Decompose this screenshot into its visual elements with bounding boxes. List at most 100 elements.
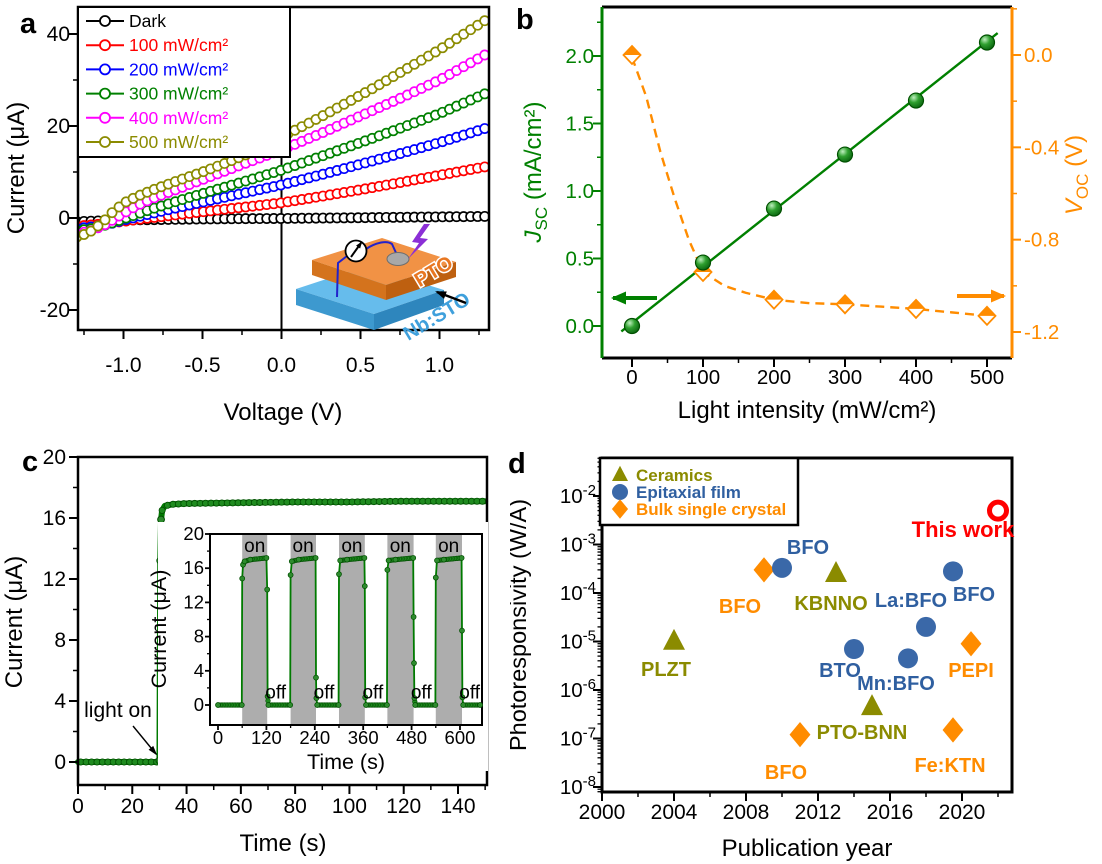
- svg-text:10-4: 10-4: [560, 579, 596, 605]
- svg-text:600: 600: [445, 727, 476, 748]
- svg-text:1.0: 1.0: [425, 354, 454, 377]
- svg-text:Ceramics: Ceramics: [636, 466, 713, 485]
- svg-text:off: off: [314, 683, 336, 704]
- x-axis-title: Light intensity (mW/cm²): [678, 397, 937, 424]
- jsc-markers: [623, 34, 996, 335]
- svg-text:10-3: 10-3: [560, 531, 596, 557]
- inset-y-axis-title: Current (μA): [147, 570, 171, 689]
- inset-trace: [215, 555, 483, 708]
- svg-text:80: 80: [283, 795, 306, 818]
- svg-text:2016: 2016: [867, 801, 914, 824]
- svg-text:2012: 2012: [795, 801, 842, 824]
- svg-text:8: 8: [194, 626, 204, 647]
- legend-item-2: 200 mW/cm²: [86, 59, 228, 79]
- svg-text:300: 300: [828, 366, 862, 389]
- svg-text:10-7: 10-7: [560, 725, 596, 751]
- svg-text:480: 480: [396, 727, 427, 748]
- point-plzt: PLZT: [641, 628, 691, 681]
- svg-text:240: 240: [299, 727, 330, 748]
- svg-text:Current (μA): Current (μA): [3, 102, 30, 235]
- svg-text:120: 120: [251, 727, 282, 748]
- point-mn-bfo: Mn:BFO: [857, 648, 935, 695]
- legend-item-4: 400 mW/cm²: [86, 108, 228, 128]
- point-pepi: PEPI: [948, 631, 994, 682]
- svg-text:-1.0: -1.0: [105, 354, 141, 377]
- legend: Dark 100 mW/cm² 200 mW/cm² 300 mW/cm² 400 mW…: [77, 6, 291, 158]
- svg-text:400: 400: [899, 366, 933, 389]
- axes-frame: [600, 456, 1014, 794]
- svg-text:0: 0: [626, 366, 637, 389]
- svg-text:off: off: [362, 683, 384, 704]
- svg-text:2020: 2020: [939, 801, 986, 824]
- svg-text:200 mW/cm²: 200 mW/cm²: [129, 59, 228, 79]
- axis-arrows: [611, 289, 1006, 305]
- svg-text:0: 0: [58, 207, 70, 230]
- axis-ticks: -1.0 -0.5 0.0 0.5 1.0 -20 0 20 40: [40, 23, 480, 377]
- svg-text:on: on: [293, 536, 314, 557]
- legend-item-0: Ceramics: [612, 465, 713, 485]
- svg-text:JSC (mA/cm²): JSC (mA/cm²): [520, 102, 551, 244]
- svg-text:BFO: BFO: [953, 584, 995, 606]
- svg-text:PLZT: PLZT: [641, 659, 691, 681]
- svg-text:140: 140: [440, 795, 475, 818]
- svg-text:BFO: BFO: [719, 596, 761, 618]
- wire-right: [365, 241, 398, 256]
- legend-item-2: Bulk single crystal: [611, 499, 786, 519]
- panel-label-d: d: [508, 448, 526, 480]
- svg-text:8: 8: [54, 629, 66, 652]
- svg-text:16: 16: [43, 507, 66, 530]
- inset-x-axis-title: Time (s): [307, 750, 385, 774]
- svg-text:0.5: 0.5: [346, 354, 375, 377]
- svg-text:on: on: [341, 536, 362, 557]
- svg-text:4: 4: [194, 660, 204, 681]
- panel-label-a: a: [20, 8, 37, 40]
- panel-label-c: c: [22, 446, 39, 478]
- light-on-band-3: [387, 534, 414, 725]
- svg-text:Epitaxial film: Epitaxial film: [636, 483, 741, 502]
- svg-text:2.0: 2.0: [566, 45, 595, 68]
- point-bfo: BFO: [719, 557, 775, 618]
- svg-text:PTO-BNN: PTO-BNN: [817, 722, 908, 744]
- light-on-band-1: [290, 534, 317, 725]
- svg-text:10-6: 10-6: [560, 676, 596, 702]
- y-axis-title: Current (μA): [1, 556, 28, 689]
- svg-text:0.0: 0.0: [1024, 44, 1053, 67]
- point-bfo: BFO: [772, 537, 829, 578]
- point-this-work: This work: [912, 499, 1015, 542]
- left-y-axis-title: JSC (mA/cm²): [520, 102, 551, 244]
- point-bto: BTO: [819, 639, 864, 682]
- svg-text:100: 100: [332, 795, 367, 818]
- svg-text:60: 60: [229, 795, 252, 818]
- point-pto-bnn: PTO-BNN: [817, 694, 908, 744]
- legend-item-3: 300 mW/cm²: [86, 84, 228, 104]
- light-on-band-0: [242, 534, 268, 725]
- x-axis-title: Time (s): [239, 830, 326, 857]
- axis-ticks: 0 100 200 300 400 500 0.0 0.5 1.0 1.5 2.0 0.0 -0.4 -0…: [566, 8, 1059, 389]
- point-la-bfo: La:BFO: [875, 590, 947, 637]
- axis-ticks: 2000 2004 2008 2012 2016 2020 10-2 10-3 10-4 10-5…: [560, 457, 999, 824]
- svg-text:-20: -20: [40, 299, 70, 322]
- svg-text:on: on: [438, 536, 459, 557]
- svg-text:PEPI: PEPI: [948, 660, 994, 682]
- voc-markers: [622, 44, 997, 327]
- svg-text:-0.8: -0.8: [1024, 229, 1059, 252]
- panel-c-photoresponse-chart: light on0 20 40 60 80 100 120 140048121620Time …: [1, 446, 489, 857]
- svg-text:Fe:KTN: Fe:KTN: [914, 755, 985, 777]
- svg-text:12: 12: [43, 568, 66, 591]
- light-on-annotation: light on: [84, 699, 158, 756]
- svg-text:100 mW/cm²: 100 mW/cm²: [129, 35, 228, 55]
- svg-text:2004: 2004: [651, 801, 698, 824]
- svg-text:Photoresponsivity (W/A): Photoresponsivity (W/A): [510, 499, 531, 751]
- svg-text:0: 0: [213, 727, 223, 748]
- svg-text:2000: 2000: [579, 801, 626, 824]
- svg-text:off: off: [265, 683, 287, 704]
- svg-text:500: 500: [970, 366, 1004, 389]
- light-on-band-4: [435, 534, 462, 725]
- svg-text:10-5: 10-5: [560, 628, 596, 654]
- svg-text:KBNNO: KBNNO: [794, 593, 867, 615]
- cycling-inset: 0 120 240 360 480 600 0 4 8 12 16 20 on on on on on off of…: [147, 522, 488, 774]
- svg-text:off: off: [459, 683, 481, 704]
